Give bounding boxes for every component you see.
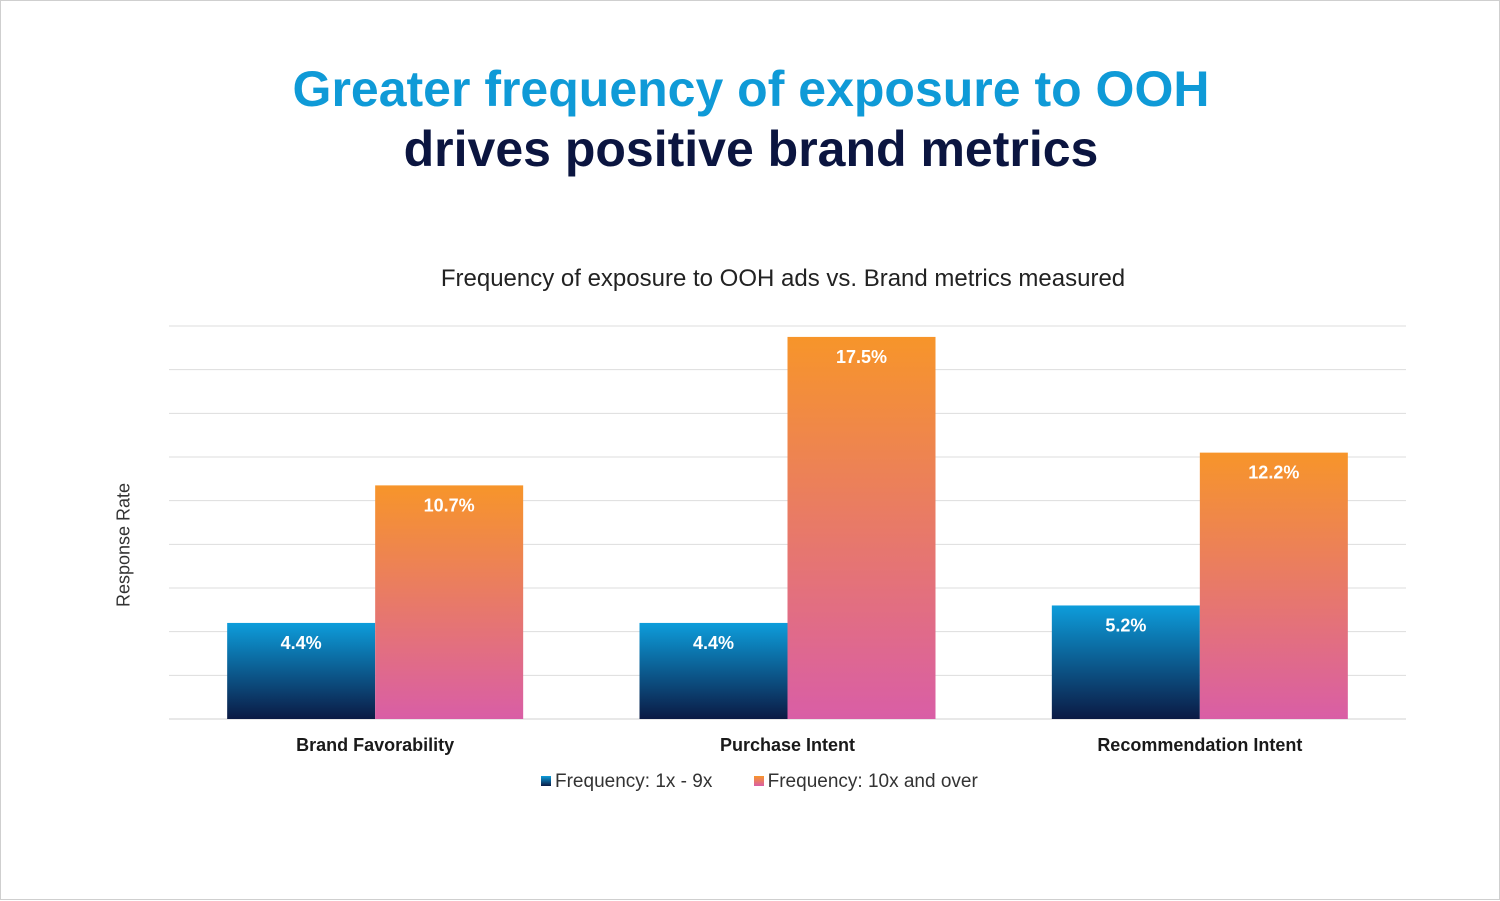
x-tick-label: Purchase Intent	[720, 735, 855, 755]
legend: Frequency: 1x - 9x Frequency: 10x and ov…	[541, 771, 1014, 793]
bar-series-2-recommendation-intent	[1199, 452, 1348, 719]
legend-label-series-1: Frequency: 1x - 9x	[555, 771, 713, 792]
x-tick-label: Recommendation Intent	[1097, 735, 1302, 755]
data-label: 17.5%	[836, 347, 887, 367]
chart-title: Frequency of exposure to OOH ads vs. Bra…	[440, 265, 1126, 292]
legend-item-series-2: Frequency: 10x and over	[753, 771, 978, 793]
bar-series-1-purchase-intent	[639, 622, 788, 719]
headline: Greater frequency of exposure to OOH dri…	[1, 59, 1500, 179]
x-tick-label: Brand Favorability	[296, 735, 454, 755]
legend-label-series-2: Frequency: 10x and over	[767, 771, 978, 792]
bar-series-1-recommendation-intent	[1051, 605, 1200, 719]
data-label: 4.4%	[693, 633, 734, 653]
bar-series-1-brand-favorability	[227, 622, 376, 719]
bar-series-2-brand-favorability	[375, 485, 524, 719]
headline-line-2: drives positive brand metrics	[403, 121, 1099, 177]
data-label: 10.7%	[424, 495, 475, 515]
legend-item-series-1: Frequency: 1x - 9x	[541, 771, 712, 793]
bar-series-2-purchase-intent	[787, 336, 936, 719]
data-label: 5.2%	[1105, 615, 1146, 635]
headline-line-1: Greater frequency of exposure to OOH	[292, 61, 1210, 117]
legend-swatch-series-1	[541, 776, 551, 786]
data-label: 4.4%	[281, 633, 322, 653]
data-label: 12.2%	[1248, 463, 1299, 483]
legend-swatch-series-2	[753, 776, 764, 786]
